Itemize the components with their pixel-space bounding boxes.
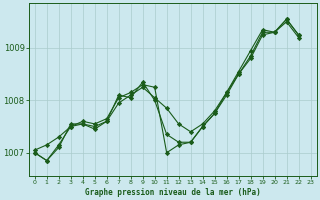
X-axis label: Graphe pression niveau de la mer (hPa): Graphe pression niveau de la mer (hPa) (85, 188, 260, 197)
